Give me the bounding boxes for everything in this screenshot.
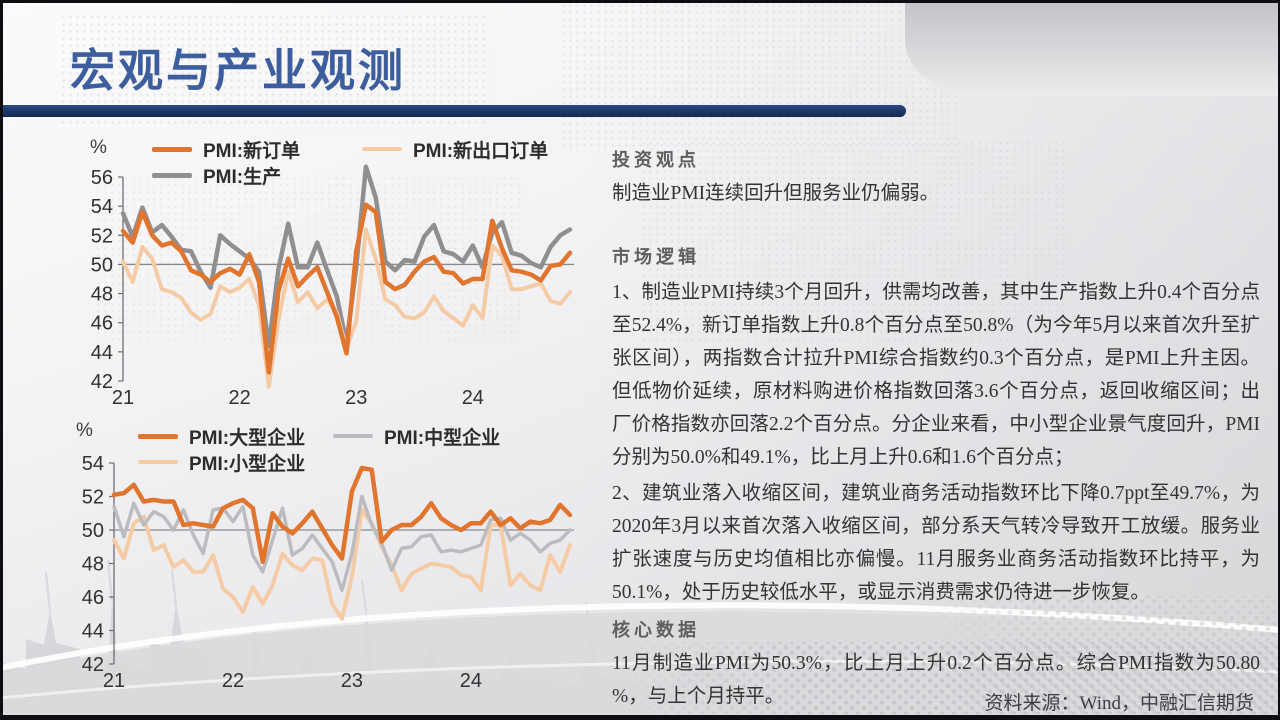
legend-label: PMI:中型企业	[384, 427, 501, 449]
data-source-note: 资料来源：Wind，中融汇信期货	[984, 693, 1254, 714]
legend-row: PMI:大型企业 PMI:中型企业	[138, 423, 500, 449]
svg-text:42: 42	[91, 371, 113, 393]
svg-text:54: 54	[91, 196, 113, 218]
svg-text:21: 21	[103, 670, 125, 692]
svg-text:48: 48	[82, 554, 104, 576]
legend-row: PMI:小型企业	[138, 449, 500, 475]
investment-body: 制造业PMI连续回升但服务业仍偏弱。	[612, 183, 940, 204]
legend-item-production: PMI:生产	[152, 162, 362, 189]
legend-label: PMI:大型企业	[189, 427, 306, 449]
legend-item-large-enterprise: PMI:大型企业	[138, 423, 333, 450]
svg-text:46: 46	[91, 313, 113, 335]
line-swatch-icon	[138, 460, 178, 464]
world-map-dots	[640, 140, 1070, 345]
svg-text:56: 56	[91, 167, 113, 189]
analysis-panel: 投资观点 制造业PMI连续回升但服务业仍偏弱。 市场逻辑 1、制造业PMI持续3…	[612, 0, 1260, 720]
svg-text:21: 21	[112, 387, 134, 409]
market-logic-paragraph-2: 2、建筑业落入收缩区间，建筑业商务活动指数环比下降0.7ppt至49.7%，为2…	[612, 483, 1260, 603]
svg-text:22: 22	[222, 670, 244, 692]
legend-item-new-orders: PMI:新订单	[152, 136, 362, 163]
core-data-body: 11月制造业PMI为50.3%，比上月上升0.2个百分点。综合PMI指数为50.…	[612, 653, 1260, 707]
svg-text:23: 23	[341, 670, 363, 692]
svg-text:44: 44	[91, 342, 113, 364]
svg-text:50: 50	[91, 254, 113, 276]
line-swatch-icon	[333, 434, 373, 438]
line-swatch-icon	[362, 147, 402, 151]
legend-item-small-enterprise: PMI:小型企业	[138, 449, 333, 476]
page-title: 宏观与产业观测	[70, 46, 407, 96]
title-underline-bar	[0, 105, 906, 117]
hex-dot-pattern	[600, 642, 1280, 714]
line-swatch-icon	[152, 172, 192, 178]
svg-text:52: 52	[91, 225, 113, 247]
legend-row: PMI:生产	[152, 162, 548, 188]
svg-text:52: 52	[82, 487, 104, 509]
legend-item-medium-enterprise: PMI:中型企业	[333, 423, 500, 450]
svg-text:24: 24	[462, 387, 484, 409]
svg-text:50: 50	[82, 520, 104, 542]
svg-text:44: 44	[82, 621, 104, 643]
hex-dot-pattern	[920, 596, 1280, 716]
legend-label: PMI:新出口订单	[413, 140, 549, 162]
section-heading-market-logic: 市场逻辑	[612, 247, 700, 267]
legend-item-new-export-orders: PMI:新出口订单	[362, 136, 548, 163]
legend-label: PMI:小型企业	[189, 453, 306, 475]
market-logic-paragraph-1: 1、制造业PMI持续3个月回升，供需均改善，其中生产指数上升0.4个百分点至52…	[612, 282, 1260, 468]
section-heading-core-data: 核心数据	[612, 620, 700, 640]
svg-text:42: 42	[82, 654, 104, 676]
chart2-y-unit-label: %	[76, 420, 93, 441]
line-swatch-icon	[138, 433, 178, 439]
svg-text:24: 24	[460, 670, 482, 692]
dot-pattern	[560, 2, 960, 152]
line-swatch-icon	[152, 146, 192, 152]
legend-label: PMI:新订单	[203, 140, 301, 162]
chart1-legend: PMI:新订单 PMI:新出口订单 PMI:生产	[152, 136, 548, 188]
svg-text:46: 46	[82, 587, 104, 609]
svg-text:54: 54	[82, 453, 104, 475]
header-gray-band	[905, 0, 1280, 96]
legend-label: PMI:生产	[203, 166, 282, 188]
section-heading-investment: 投资观点	[612, 150, 700, 170]
legend-row: PMI:新订单 PMI:新出口订单	[152, 136, 548, 162]
svg-text:22: 22	[228, 387, 250, 409]
chart1-y-unit-label: %	[90, 137, 107, 158]
svg-text:23: 23	[345, 387, 367, 409]
chart2-legend: PMI:大型企业 PMI:中型企业 PMI:小型企业	[138, 423, 500, 475]
svg-text:48: 48	[91, 284, 113, 306]
